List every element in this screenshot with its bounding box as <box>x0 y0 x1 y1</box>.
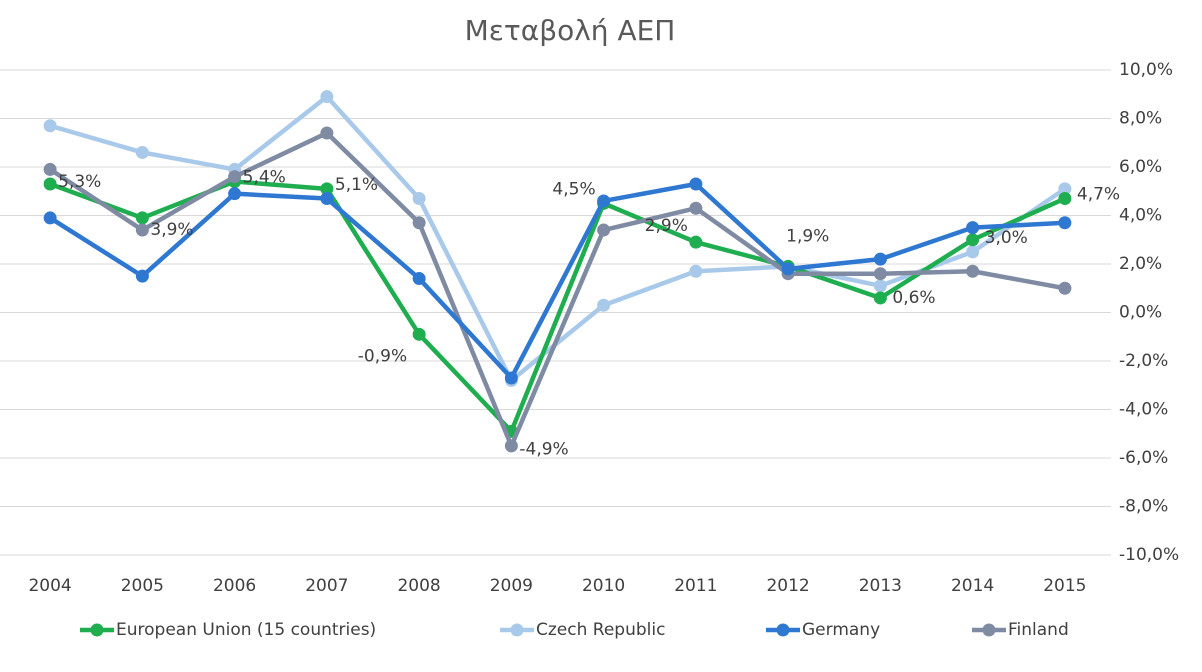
data-point <box>412 272 426 286</box>
legend-marker <box>510 623 524 637</box>
x-tick-label: 2010 <box>582 576 625 596</box>
data-label: 0,6% <box>892 288 935 308</box>
data-label: 4,5% <box>552 179 595 199</box>
x-tick-label: 2008 <box>397 576 440 596</box>
y-tick-label: -10,0% <box>1119 545 1179 565</box>
y-tick-label: 6,0% <box>1119 157 1162 177</box>
data-point <box>966 221 980 235</box>
data-point <box>412 327 426 341</box>
data-point <box>781 262 795 276</box>
data-label: 5,1% <box>335 175 378 195</box>
x-tick-label: 2009 <box>490 576 533 596</box>
data-point <box>1058 216 1072 230</box>
data-point <box>966 233 980 247</box>
data-point <box>966 245 980 259</box>
y-tick-label: 4,0% <box>1119 206 1162 226</box>
data-point <box>689 264 703 278</box>
series-line <box>48 130 1066 449</box>
y-tick-label: -6,0% <box>1119 448 1168 468</box>
data-point <box>228 187 242 201</box>
data-point <box>320 182 334 196</box>
data-label: 4,7% <box>1077 185 1120 205</box>
legend-label: European Union (15 countries) <box>116 620 376 640</box>
x-tick-label: 2012 <box>766 576 809 596</box>
data-point <box>597 223 611 237</box>
x-tick-label: 2007 <box>305 576 348 596</box>
y-tick-label: 8,0% <box>1119 109 1162 129</box>
y-tick-label: 2,0% <box>1119 254 1162 274</box>
legend-label: Finland <box>1008 620 1069 640</box>
data-point <box>412 192 426 206</box>
chart-title: Μεταβολή ΑΕΠ <box>465 14 676 47</box>
x-tick-label: 2014 <box>951 576 994 596</box>
data-point <box>504 439 518 453</box>
data-point <box>1058 192 1072 206</box>
data-label: 1,9% <box>786 226 829 246</box>
y-tick-label: -8,0% <box>1119 497 1168 517</box>
x-tick-label: 2015 <box>1043 576 1086 596</box>
data-label: -0,9% <box>358 346 407 366</box>
data-point <box>43 177 57 191</box>
legend-marker <box>776 623 790 637</box>
data-point <box>1058 182 1072 196</box>
data-point <box>597 298 611 312</box>
data-point <box>135 269 149 283</box>
data-label: 2,9% <box>645 216 688 236</box>
data-point <box>873 279 887 293</box>
data-label: 3,0% <box>985 228 1028 248</box>
data-point <box>320 192 334 206</box>
data-point <box>43 119 57 133</box>
data-point <box>135 223 149 237</box>
y-tick-label: 10,0% <box>1119 60 1173 80</box>
x-tick-label: 2004 <box>28 576 71 596</box>
legend-marker <box>90 623 104 637</box>
data-label: 3,9% <box>150 220 193 240</box>
legend-marker <box>982 623 996 637</box>
data-point <box>135 145 149 159</box>
data-point <box>689 177 703 191</box>
data-point <box>873 252 887 266</box>
legend-label: Czech Republic <box>536 620 665 640</box>
data-point <box>504 371 518 385</box>
x-tick-label: 2013 <box>859 576 902 596</box>
x-tick-label: 2005 <box>121 576 164 596</box>
x-tick-label: 2006 <box>213 576 256 596</box>
data-point <box>135 211 149 225</box>
data-point <box>873 291 887 305</box>
data-label: 5,3% <box>58 172 101 192</box>
legend-label: Germany <box>802 620 880 640</box>
y-tick-label: 0,0% <box>1119 303 1162 323</box>
data-point <box>412 216 426 230</box>
data-label: 5,4% <box>243 168 286 188</box>
data-point <box>966 264 980 278</box>
series-line <box>48 181 1065 381</box>
y-tick-label: -4,0% <box>1119 400 1168 420</box>
data-point <box>320 126 334 140</box>
data-point <box>43 211 57 225</box>
data-point <box>689 235 703 249</box>
data-point <box>320 90 334 104</box>
data-point <box>43 162 57 176</box>
data-point <box>228 170 242 184</box>
x-tick-label: 2011 <box>674 576 717 596</box>
data-point <box>1058 281 1072 295</box>
data-point <box>689 201 703 215</box>
data-label: -4,9% <box>519 439 568 459</box>
data-point <box>597 194 611 208</box>
data-point <box>873 267 887 281</box>
y-tick-label: -2,0% <box>1119 351 1168 371</box>
